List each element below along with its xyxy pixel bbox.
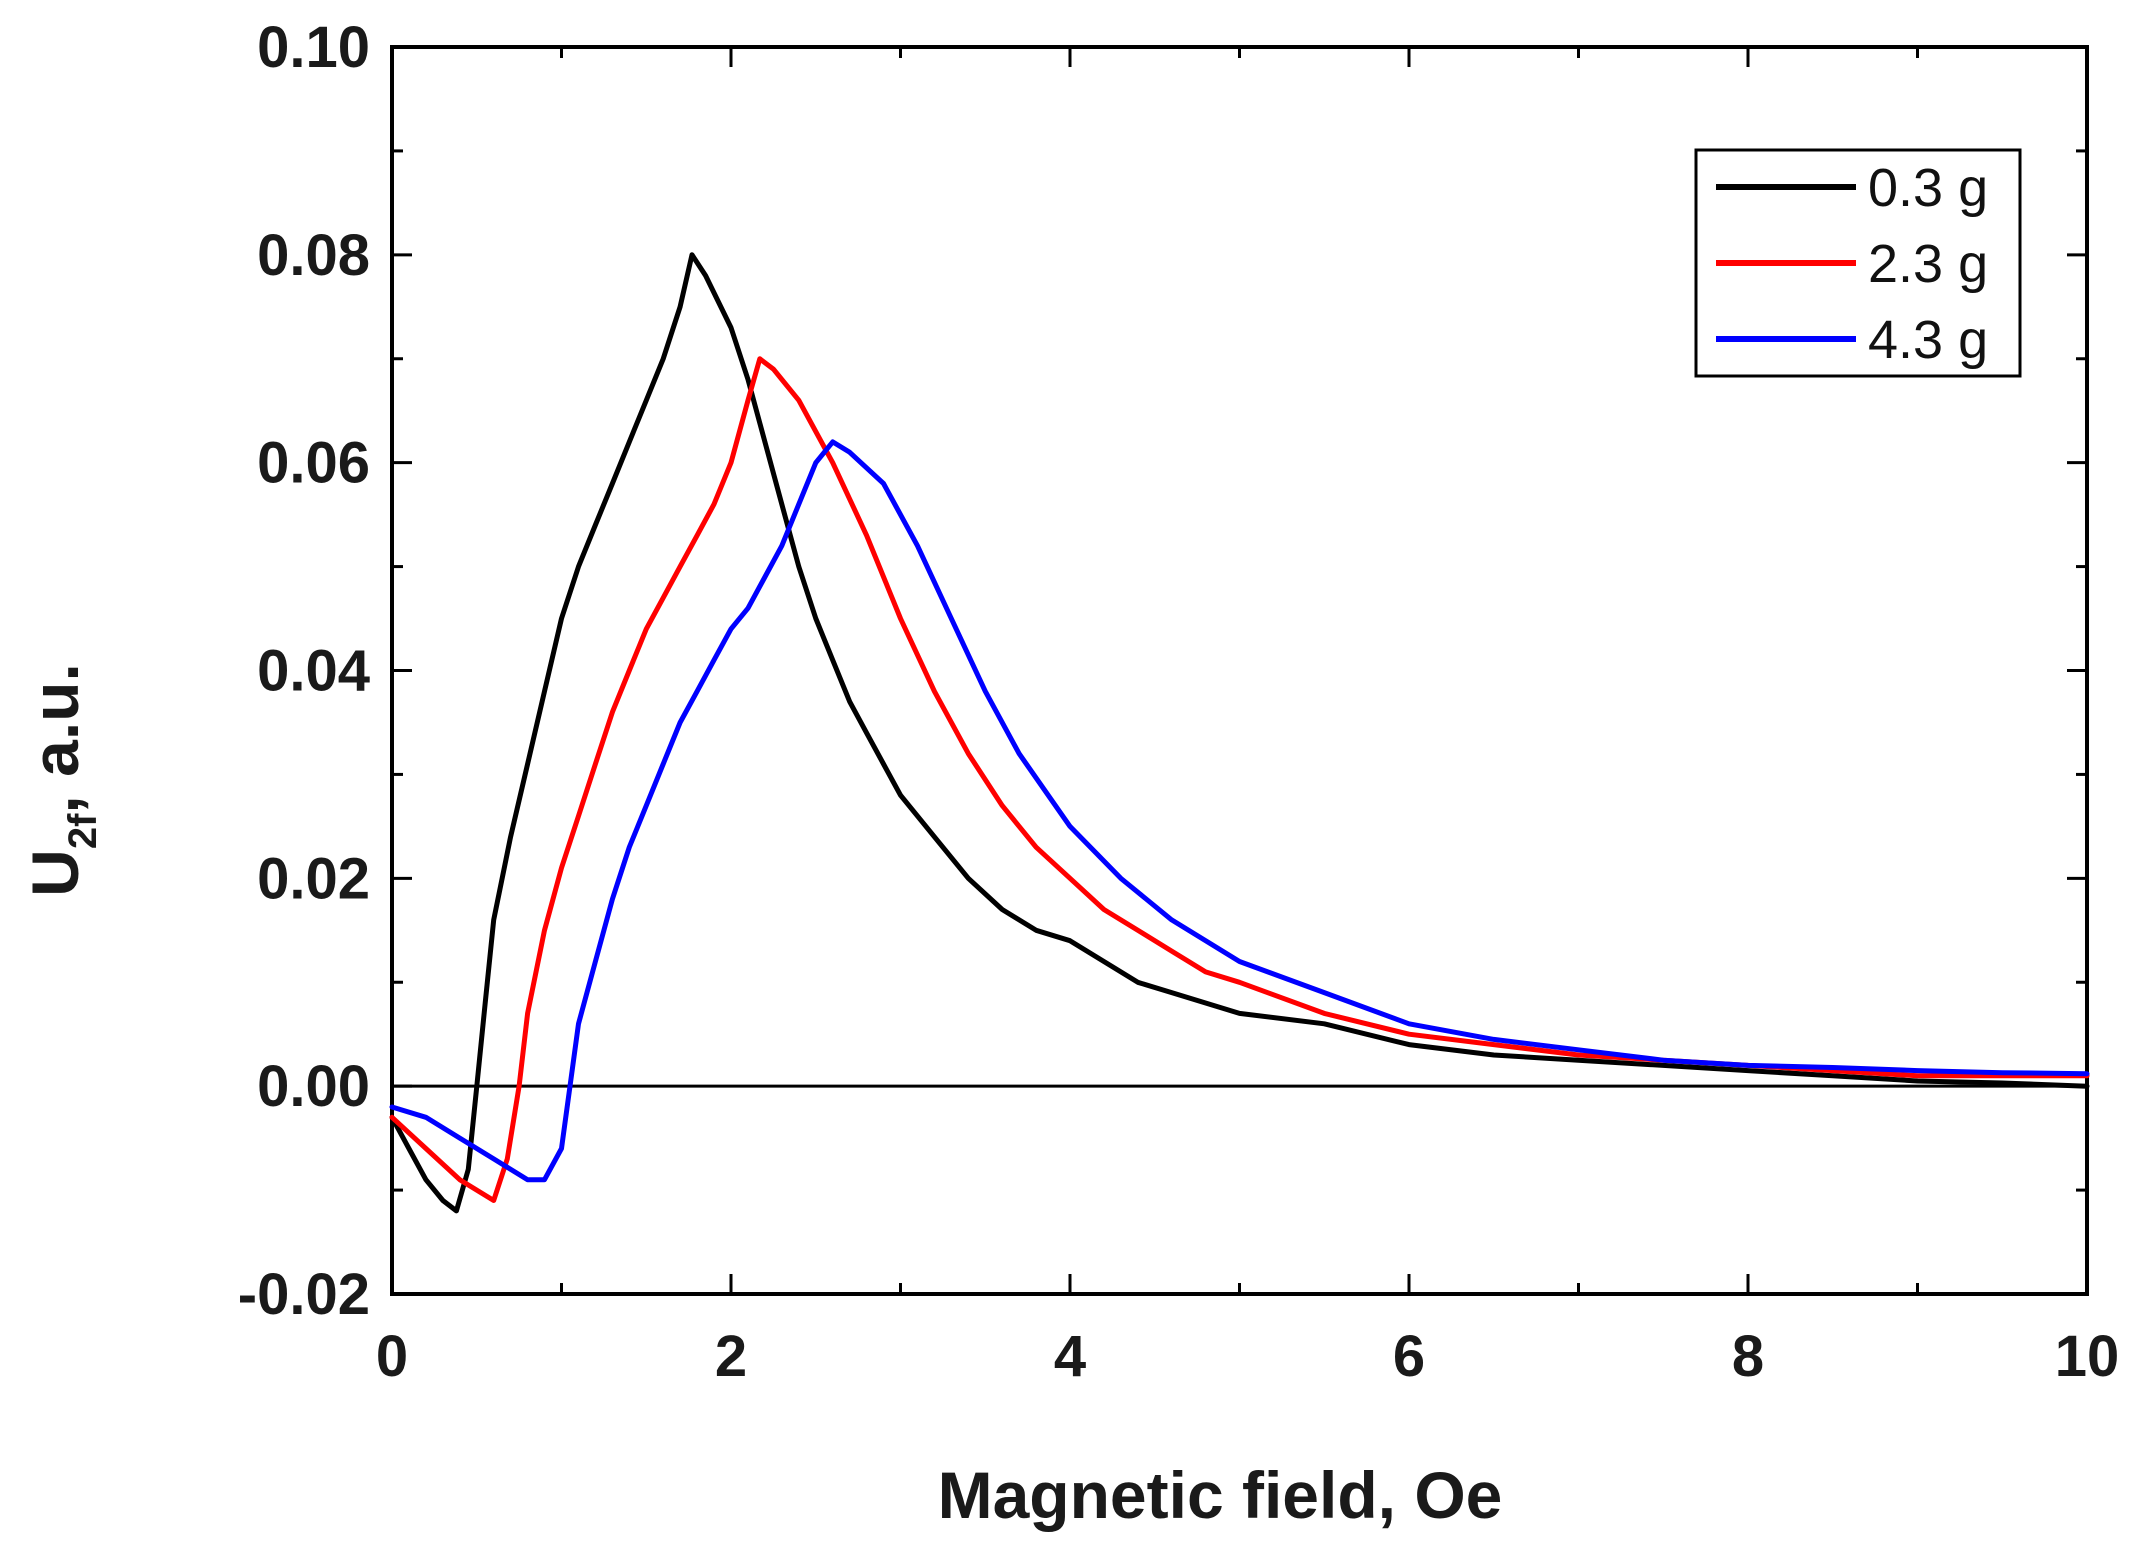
x-tick-label: 4 xyxy=(1054,1324,1086,1389)
x-axis-title: Magnetic field, Oe xyxy=(938,1458,1503,1532)
y-tick-label: 0.06 xyxy=(257,431,370,496)
y-axis-title-rest: , a.u. xyxy=(18,663,92,813)
y-tick-label: 0.08 xyxy=(257,223,370,288)
legend: 0.3 g 2.3 g 4.3 g xyxy=(1694,148,2022,378)
y-tick-label: 0.10 xyxy=(257,15,370,80)
x-tick-label: 2 xyxy=(715,1324,747,1389)
legend-label-1: 0.3 g xyxy=(1868,158,1988,218)
y-axis-title-main: U xyxy=(18,849,92,897)
y-tick-label: 0.02 xyxy=(257,846,370,911)
series-group xyxy=(389,252,2090,1214)
x-tick-label: 8 xyxy=(1732,1324,1764,1389)
series-line-2 xyxy=(389,356,2090,1203)
y-tick-label: 0.04 xyxy=(257,639,370,704)
series-line-1 xyxy=(389,252,2090,1214)
x-tick-label: 0 xyxy=(376,1324,408,1389)
y-tick-label: -0.02 xyxy=(238,1262,370,1327)
series-line-3 xyxy=(389,439,2090,1183)
y-tick-label: 0.00 xyxy=(257,1054,370,1119)
y-axis-title-sub: 2f xyxy=(61,813,105,849)
y-axis-title: U2f, a.u. xyxy=(18,663,105,897)
legend-label-2: 2.3 g xyxy=(1868,234,1988,294)
legend-label-3: 4.3 g xyxy=(1868,310,1988,370)
x-tick-label: 6 xyxy=(1393,1324,1425,1389)
axis-ticks: 0 2 4 6 8 10 -0.02 0.00 0.02 0.04 0.06 0.08 0.10 xyxy=(238,15,2119,1389)
x-tick-label: 10 xyxy=(2055,1324,2120,1389)
